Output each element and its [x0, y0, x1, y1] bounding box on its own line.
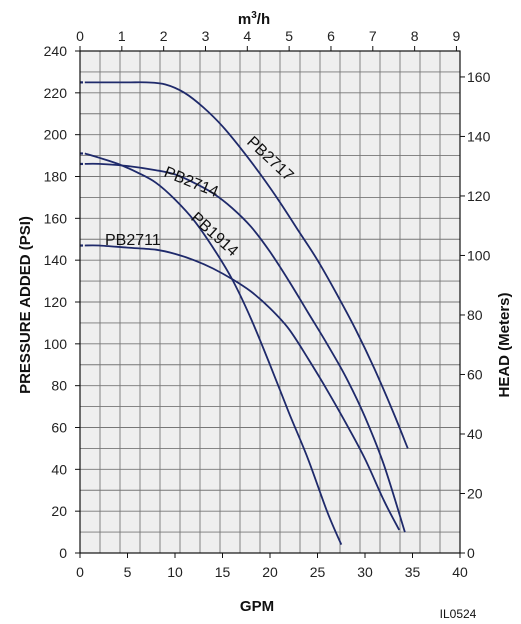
series-group	[80, 81, 409, 545]
bottom-tick-label: 10	[167, 564, 183, 580]
bottom-tick-label: 40	[452, 564, 468, 580]
top-tick-label: 8	[411, 28, 419, 44]
left-tick-label: 80	[51, 378, 67, 394]
left-tick-label: 140	[44, 252, 68, 268]
bottom-tick-label: 35	[405, 564, 421, 580]
bottom-axis-title: GPM	[240, 598, 274, 615]
right-tick-label: 80	[467, 307, 483, 323]
left-tick-label: 160	[44, 210, 68, 226]
bottom-tick-label: 5	[124, 564, 132, 580]
top-tick-label: 2	[160, 28, 168, 44]
left-tick-label: 100	[44, 336, 68, 352]
right-tick-label: 100	[467, 247, 491, 263]
right-tick-label: 0	[467, 545, 475, 561]
right-axis-title: HEAD (Meters)	[496, 292, 513, 397]
figure-code: IL0524	[440, 607, 477, 621]
left-tick-label: 0	[59, 545, 67, 561]
right-tick-label: 140	[467, 128, 491, 144]
top-tick-label: 4	[243, 28, 251, 44]
top-tick-label: 3	[202, 28, 210, 44]
top-tick-label: 0	[76, 28, 84, 44]
top-tick-label: 1	[118, 28, 126, 44]
right-tick-label: 160	[467, 69, 491, 85]
left-tick-label: 220	[44, 85, 68, 101]
series-pb1914-line	[84, 152, 343, 545]
left-axis-title: PRESSURE ADDED (PSI)	[17, 216, 34, 394]
right-tick-label: 40	[467, 426, 483, 442]
series-label-pb2711: PB2711	[105, 232, 161, 249]
bottom-tick-label: 30	[357, 564, 373, 580]
top-tick-label: 7	[369, 28, 377, 44]
series-pb2717-line	[84, 81, 409, 449]
left-tick-label: 60	[51, 420, 67, 436]
top-tick-label: 6	[327, 28, 335, 44]
grid-lines	[80, 51, 460, 553]
bottom-tick-label: 25	[310, 564, 326, 580]
top-tick-label: 5	[285, 28, 293, 44]
left-tick-label: 20	[51, 503, 67, 519]
left-tick-label: 240	[44, 43, 68, 59]
series-pb2714-line	[84, 162, 406, 533]
left-tick-label: 180	[44, 169, 68, 185]
right-tick-label: 120	[467, 188, 491, 204]
top-tick-label: 9	[453, 28, 461, 44]
top-axis-title: m3/h	[238, 10, 270, 28]
bottom-tick-label: 15	[215, 564, 231, 580]
right-tick-label: 60	[467, 366, 483, 382]
series-pb2711-line	[84, 244, 401, 531]
left-tick-label: 120	[44, 294, 68, 310]
bottom-tick-label: 0	[76, 564, 84, 580]
right-tick-label: 20	[467, 485, 483, 501]
bottom-tick-label: 20	[262, 564, 278, 580]
left-tick-label: 200	[44, 127, 68, 143]
left-tick-label: 40	[51, 461, 67, 477]
